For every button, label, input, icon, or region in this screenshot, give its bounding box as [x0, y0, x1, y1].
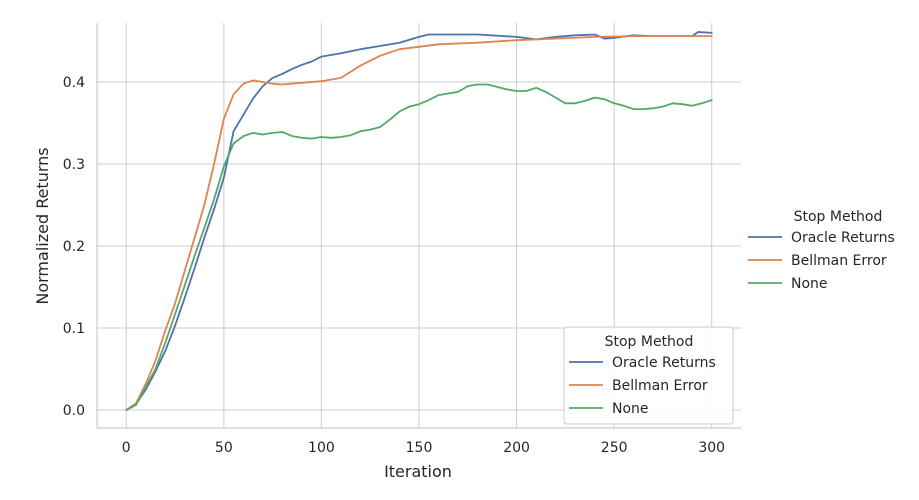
x-tick-label: 200 — [503, 440, 530, 456]
x-tick-label: 300 — [698, 440, 725, 456]
legend-inner-entry-label: None — [612, 401, 649, 417]
legend-outer-entry-label: None — [791, 276, 828, 292]
x-tick-label: 50 — [215, 440, 233, 456]
x-tick-label: 150 — [406, 440, 433, 456]
x-tick-label: 100 — [308, 440, 335, 456]
legend-outer-title: Stop Method — [794, 209, 883, 225]
legend-outer-entry-label: Oracle Returns — [791, 230, 895, 246]
y-tick-label: 0.3 — [63, 157, 85, 173]
series-lines — [125, 31, 713, 411]
series-line-bellman-error — [125, 35, 713, 411]
y-tick-label: 0.1 — [63, 321, 85, 337]
y-tick-label: 0.4 — [63, 75, 85, 91]
legend-inner-frame — [563, 326, 734, 425]
legend-inner-entry-label: Oracle Returns — [612, 355, 716, 371]
y-tick-label: 0.2 — [63, 239, 85, 255]
legend-outer-entries: Oracle Returns Bellman Error None — [748, 230, 895, 292]
y-tick-labels: 0.0 0.1 0.2 0.3 0.4 — [63, 75, 85, 419]
legend-inner-entries: Oracle Returns Bellman Error None — [569, 355, 716, 417]
legend-inner-title: Stop Method — [605, 334, 694, 350]
series-line-oracle-returns — [125, 31, 713, 411]
x-tick-label: 0 — [122, 440, 131, 456]
x-tick-labels: 0 50 100 150 200 250 300 — [122, 440, 725, 456]
y-tick-label: 0.0 — [63, 403, 85, 419]
legend-inner-entry-label: Bellman Error — [612, 378, 708, 394]
series-line-none — [125, 83, 713, 411]
axes-spines — [96, 23, 741, 429]
x-axis-label: Iteration — [384, 462, 452, 481]
y-axis-label: Normalized Returns — [33, 147, 52, 304]
legend-outer: Stop Method Oracle Returns Bellman Error N… — [748, 209, 895, 292]
x-tick-label: 250 — [601, 440, 628, 456]
legend-inner: Stop Method Oracle Returns Bellman Error N… — [563, 326, 734, 425]
legend-outer-entry-label: Bellman Error — [791, 253, 887, 269]
